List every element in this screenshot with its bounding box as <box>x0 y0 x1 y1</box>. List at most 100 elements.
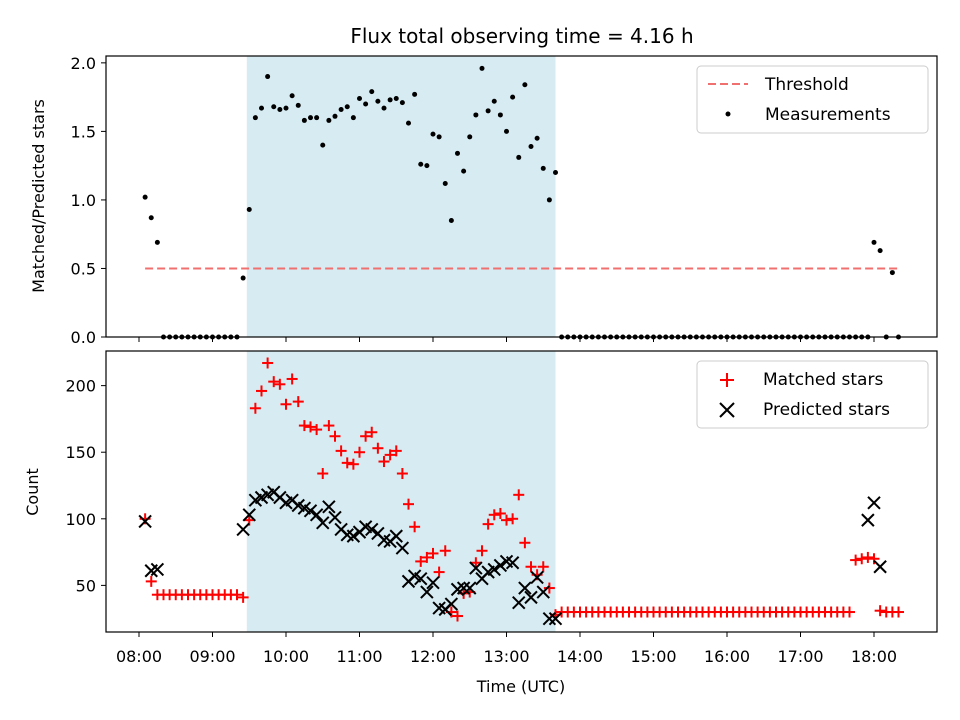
measurement-point <box>308 115 313 121</box>
predicted-star-point <box>322 500 336 514</box>
predicted-legend-icon <box>719 402 735 418</box>
top-y-axis-label: Matched/Predicted stars <box>29 99 48 293</box>
predicted-star-point <box>316 516 330 530</box>
measurement-point <box>442 180 448 186</box>
matched-star-point <box>482 518 494 530</box>
predicted-star-point <box>309 508 324 522</box>
x-tick-label: 09:00 <box>189 647 235 666</box>
measurement-point <box>871 239 877 245</box>
matched-star-point <box>298 420 310 432</box>
bottom-y-tick-label: 100 <box>65 510 96 529</box>
predicted-star-point <box>518 581 532 595</box>
measurement-point <box>265 74 271 80</box>
measurement-point <box>406 120 411 126</box>
measurement-point <box>350 115 356 121</box>
measurement-point <box>553 170 558 176</box>
matched-star-point <box>372 442 384 454</box>
matched-star-point <box>488 509 500 521</box>
measurement-point <box>522 82 528 88</box>
x-tick-label: 17:00 <box>777 647 823 666</box>
matched-star-point <box>366 426 378 438</box>
measurement-point <box>467 134 473 140</box>
measurement-point <box>455 150 460 156</box>
measurement-point <box>375 98 381 104</box>
top-y-ticks: 0.0 0.5 1.0 1.5 2.0 <box>71 54 106 347</box>
top-y-tick-label: 1.5 <box>71 122 96 141</box>
predicted-star-point <box>487 562 501 577</box>
matched-star-point <box>856 553 868 565</box>
measurement-point <box>889 270 895 276</box>
matched-star-point <box>390 445 402 457</box>
measurement-point <box>436 134 442 140</box>
predicted-star-point <box>873 560 887 574</box>
matched-star-point <box>893 606 904 618</box>
measurement-point <box>271 104 277 110</box>
matched-star-point <box>323 420 335 432</box>
matched-star-point <box>274 378 286 390</box>
predicted-star-point <box>420 585 434 599</box>
top-y-tick-label: 2.0 <box>71 54 96 73</box>
measurement-point <box>369 89 375 95</box>
predicted-star-point <box>505 556 520 570</box>
predicted-star-point <box>444 597 459 611</box>
matched-star-point <box>249 402 261 414</box>
matched-star-point <box>862 551 874 563</box>
measurement-point <box>516 154 522 160</box>
matched-star-point <box>341 457 353 469</box>
measurement-point <box>497 112 503 118</box>
threshold-legend-label: Threshold <box>764 75 849 95</box>
predicted-star-point <box>150 562 165 577</box>
measurement-point <box>473 112 479 118</box>
measurement-point <box>314 115 320 121</box>
top-y-tick-label: 0.5 <box>71 259 96 278</box>
bottom-y-axis-label: Count <box>23 468 42 516</box>
matched-star-point <box>439 545 451 557</box>
measurement-point <box>154 239 160 245</box>
measurement-point <box>363 101 369 107</box>
top-y-tick-label: 0.0 <box>71 328 96 347</box>
matched-star-point <box>507 513 519 525</box>
matched-star-point <box>501 514 512 526</box>
x-tick-label: 16:00 <box>704 647 750 666</box>
measurements-legend-icon <box>725 111 731 117</box>
measurement-point <box>295 102 301 108</box>
matched-star-point <box>360 430 372 442</box>
matched-star-point <box>874 605 886 617</box>
matched-star-point <box>262 357 274 369</box>
matched-star-point <box>347 458 359 470</box>
predicted-star-point <box>469 561 483 575</box>
bottom-legend: Matched stars Predicted stars <box>696 360 929 429</box>
matched-star-point <box>452 610 463 622</box>
measurement-point <box>357 95 362 101</box>
matched-star-point <box>378 456 390 468</box>
matched-star-point <box>470 557 482 569</box>
matched-points <box>139 357 904 622</box>
top-legend: Threshold Measurements <box>696 65 929 134</box>
predicted-star-point <box>867 496 881 510</box>
bottom-y-ticks: 50 100 150 200 <box>65 377 106 595</box>
x-tick-label: 12:00 <box>410 647 456 666</box>
x-tick-label: 18:00 <box>851 647 897 666</box>
top-panel-shade <box>246 56 556 337</box>
predicted-star-point <box>493 558 508 573</box>
bottom-legend-box <box>696 360 929 429</box>
predicted-star-point <box>426 576 440 590</box>
predicted-star-point <box>861 513 875 527</box>
measurements-legend-label: Measurements <box>765 105 891 125</box>
measurement-point <box>448 217 454 223</box>
matched-star-point <box>145 575 157 587</box>
top-legend-box <box>696 65 929 134</box>
matched-star-point <box>354 446 365 458</box>
measurement-point <box>326 117 332 123</box>
measurement-point <box>504 128 509 134</box>
measurement-point <box>252 115 258 121</box>
matched-star-point <box>427 547 439 559</box>
predicted-points <box>138 485 887 626</box>
predicted-star-point <box>395 541 410 555</box>
measurement-point <box>534 135 540 141</box>
predicted-star-point <box>242 508 256 522</box>
measurement-point <box>461 168 467 174</box>
matched-star-point <box>317 468 329 480</box>
matched-star-point <box>384 449 396 461</box>
